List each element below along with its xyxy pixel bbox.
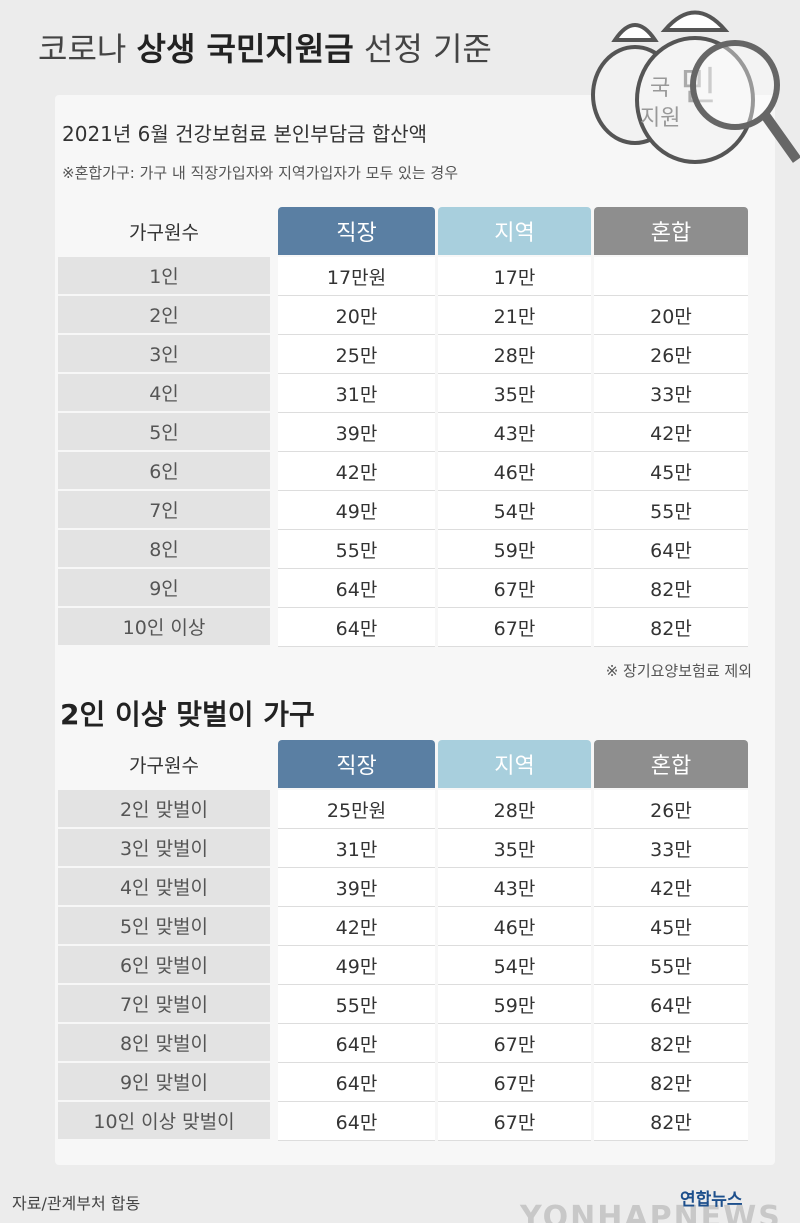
cell: 55만 (278, 530, 435, 569)
cell: 67만 (438, 608, 591, 647)
icon-text: 국 (650, 76, 670, 101)
cell: 64만 (278, 569, 435, 608)
cell: 82만 (594, 1063, 748, 1102)
logo: 연합뉴스 (680, 1190, 743, 1210)
cell: 55만 (278, 985, 435, 1024)
cell: 26만 (594, 790, 748, 829)
row-label: 8인 (58, 530, 270, 569)
cell: 21만 (438, 296, 591, 335)
cell: 42만 (594, 413, 748, 452)
title-part: 코로나 (38, 30, 137, 68)
row-label: 9인 맞벌이 (58, 1063, 270, 1102)
column-header: 가구원수 (129, 221, 199, 244)
section-title: 2021년 6월 건강보험료 본인부담금 합산액 (62, 122, 428, 146)
title-part: 선정 기준 (353, 30, 492, 68)
row-label: 6인 (58, 452, 270, 491)
cell: 20만 (594, 296, 748, 335)
cell: 25만 (278, 335, 435, 374)
cell: 31만 (278, 374, 435, 413)
cell: 54만 (438, 946, 591, 985)
note: ※혼합가구: 가구 내 직장가입자와 지역가입자가 모두 있는 경우 (62, 164, 459, 182)
column-header: 직장 (278, 740, 435, 788)
source: 자료/관계부처 합동 (12, 1194, 141, 1213)
title-bold: 상생 국민지원금 (136, 30, 354, 68)
cell: 82만 (594, 1024, 748, 1063)
cell: 39만 (278, 413, 435, 452)
cell: 26만 (594, 335, 748, 374)
cell: 67만 (438, 1102, 591, 1141)
cell: 55만 (594, 946, 748, 985)
cell: 82만 (594, 1102, 748, 1141)
cell: 64만 (278, 1024, 435, 1063)
row-label: 9인 (58, 569, 270, 608)
column-header: 직장 (278, 207, 435, 255)
cell: 67만 (438, 1024, 591, 1063)
cell: 46만 (438, 452, 591, 491)
row-label: 5인 (58, 413, 270, 452)
cell: 35만 (438, 829, 591, 868)
cell: 45만 (594, 452, 748, 491)
column-header: 혼합 (594, 207, 748, 255)
cell: 64만 (594, 985, 748, 1024)
row-label: 6인 맞벌이 (58, 946, 270, 985)
footnote: ※ 장기요양보험료 제외 (605, 662, 752, 680)
cell: 43만 (438, 413, 591, 452)
cell: 55만 (594, 491, 748, 530)
column-header: 지역 (438, 207, 591, 255)
cell: 33만 (594, 374, 748, 413)
row-label: 7인 맞벌이 (58, 985, 270, 1024)
cell: 59만 (438, 530, 591, 569)
row-label: 1인 (58, 257, 270, 296)
row-label: 5인 맞벌이 (58, 907, 270, 946)
cell: 42만 (278, 907, 435, 946)
cell: 33만 (594, 829, 748, 868)
cell: 59만 (438, 985, 591, 1024)
cell: 46만 (438, 907, 591, 946)
cell: 67만 (438, 1063, 591, 1102)
row-label: 3인 맞벌이 (58, 829, 270, 868)
column-header: 지역 (438, 740, 591, 788)
cell: 28만 (438, 335, 591, 374)
cell: 28만 (438, 790, 591, 829)
cell (594, 257, 748, 296)
row-label: 10인 이상 (58, 608, 270, 647)
section-title: 2인 이상 맞벌이 가구 (60, 698, 315, 731)
row-label: 2인 (58, 296, 270, 335)
cell: 45만 (594, 907, 748, 946)
cell: 17만 (438, 257, 591, 296)
cell: 67만 (438, 569, 591, 608)
row-label: 4인 (58, 374, 270, 413)
row-label: 7인 (58, 491, 270, 530)
cell: 49만 (278, 946, 435, 985)
cell: 64만 (278, 608, 435, 647)
cell: 25만원 (278, 790, 435, 829)
cell: 42만 (278, 452, 435, 491)
cell: 43만 (438, 868, 591, 907)
cell: 35만 (438, 374, 591, 413)
cell: 42만 (594, 868, 748, 907)
cell: 82만 (594, 569, 748, 608)
cell: 31만 (278, 829, 435, 868)
column-header: 가구원수 (129, 754, 199, 777)
cell: 17만원 (278, 257, 435, 296)
row-label: 10인 이상 맞벌이 (58, 1102, 270, 1141)
watermark: YONHAPNEWS (520, 1200, 782, 1223)
cell: 39만 (278, 868, 435, 907)
money-bag-icon: 국 민 지원 (591, 10, 800, 164)
cell: 54만 (438, 491, 591, 530)
icon-text: 지원 (640, 106, 680, 131)
cell: 20만 (278, 296, 435, 335)
cell: 82만 (594, 608, 748, 647)
cell: 64만 (278, 1102, 435, 1141)
cell: 49만 (278, 491, 435, 530)
row-label: 3인 (58, 335, 270, 374)
cell: 64만 (278, 1063, 435, 1102)
row-label: 4인 맞벌이 (58, 868, 270, 907)
row-label: 2인 맞벌이 (58, 790, 270, 829)
column-header: 혼합 (594, 740, 748, 788)
cell: 64만 (594, 530, 748, 569)
title: 코로나 상생 국민지원금 선정 기준 (38, 24, 492, 70)
row-label: 8인 맞벌이 (58, 1024, 270, 1063)
